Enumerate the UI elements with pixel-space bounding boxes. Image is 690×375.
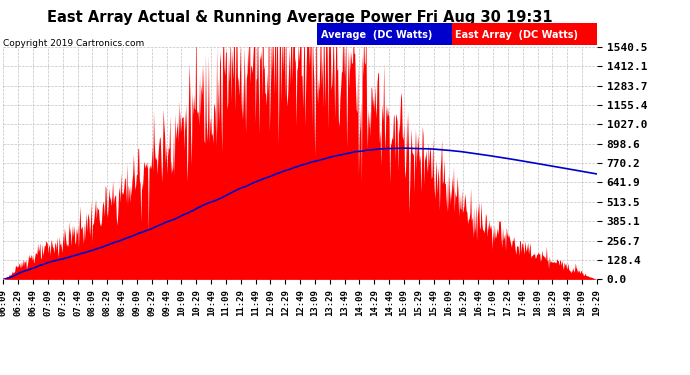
- Text: East Array  (DC Watts): East Array (DC Watts): [455, 30, 578, 40]
- Text: Copyright 2019 Cartronics.com: Copyright 2019 Cartronics.com: [3, 39, 145, 48]
- Text: Average  (DC Watts): Average (DC Watts): [321, 30, 432, 40]
- Title: East Array Actual & Running Average Power Fri Aug 30 19:31: East Array Actual & Running Average Powe…: [48, 10, 553, 25]
